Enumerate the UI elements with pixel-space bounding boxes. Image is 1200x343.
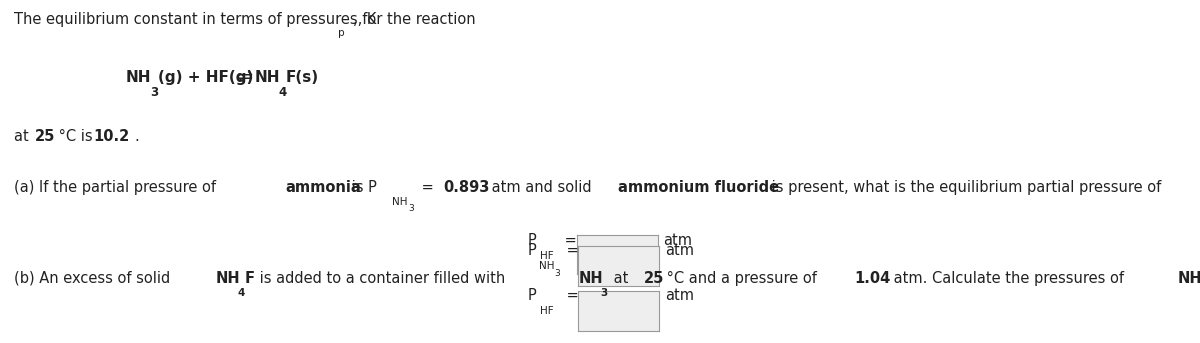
Text: =: = bbox=[560, 233, 577, 248]
Text: , for the reaction: , for the reaction bbox=[353, 12, 475, 27]
Text: 4: 4 bbox=[238, 288, 245, 298]
Text: atm and solid: atm and solid bbox=[487, 180, 596, 195]
Text: atm. Calculate the pressures of: atm. Calculate the pressures of bbox=[889, 271, 1129, 286]
Text: 0.893: 0.893 bbox=[443, 180, 490, 195]
Text: P: P bbox=[528, 288, 536, 303]
Text: 3: 3 bbox=[554, 269, 560, 277]
Text: at: at bbox=[14, 129, 34, 144]
Text: °C is: °C is bbox=[54, 129, 97, 144]
Text: 3: 3 bbox=[409, 204, 414, 213]
Text: atm: atm bbox=[665, 243, 694, 258]
Text: 10.2: 10.2 bbox=[94, 129, 130, 144]
Text: The equilibrium constant in terms of pressures, K: The equilibrium constant in terms of pre… bbox=[14, 12, 377, 27]
Text: 25: 25 bbox=[644, 271, 665, 286]
Text: (a) If the partial pressure of: (a) If the partial pressure of bbox=[14, 180, 221, 195]
Text: p: p bbox=[338, 28, 346, 38]
Text: F(s): F(s) bbox=[286, 70, 319, 85]
Text: NH: NH bbox=[392, 197, 407, 207]
Text: is added to a container filled with: is added to a container filled with bbox=[256, 271, 510, 286]
Text: is P: is P bbox=[347, 180, 377, 195]
Text: =: = bbox=[418, 180, 438, 195]
Text: (g) + HF(g): (g) + HF(g) bbox=[158, 70, 253, 85]
Text: ⇌: ⇌ bbox=[238, 68, 253, 86]
Text: (b) An excess of solid: (b) An excess of solid bbox=[14, 271, 175, 286]
Text: NH: NH bbox=[539, 261, 554, 271]
Text: F: F bbox=[245, 271, 254, 286]
Text: 3: 3 bbox=[150, 86, 158, 99]
Text: NH: NH bbox=[126, 70, 151, 85]
Text: atm: atm bbox=[664, 233, 692, 248]
Text: HF: HF bbox=[540, 306, 553, 316]
Text: 4: 4 bbox=[278, 86, 287, 99]
Text: is present, what is the equilibrium partial pressure of: is present, what is the equilibrium part… bbox=[767, 180, 1166, 195]
Text: NH: NH bbox=[254, 70, 280, 85]
Text: P: P bbox=[528, 243, 536, 258]
Text: 3: 3 bbox=[601, 288, 608, 298]
Text: P: P bbox=[528, 233, 536, 248]
Text: =: = bbox=[562, 243, 578, 258]
Text: NH: NH bbox=[1177, 271, 1200, 286]
Text: °C and a pressure of: °C and a pressure of bbox=[661, 271, 821, 286]
Text: 1.04: 1.04 bbox=[854, 271, 890, 286]
Text: NH: NH bbox=[580, 271, 604, 286]
Text: at: at bbox=[610, 271, 634, 286]
Text: ammonium fluoride: ammonium fluoride bbox=[618, 180, 780, 195]
Text: atm: atm bbox=[665, 288, 694, 303]
Text: =: = bbox=[562, 288, 578, 303]
Text: ammonia: ammonia bbox=[286, 180, 361, 195]
Text: 25: 25 bbox=[35, 129, 55, 144]
Text: HF: HF bbox=[540, 251, 553, 261]
Text: NH: NH bbox=[216, 271, 240, 286]
Text: .: . bbox=[134, 129, 139, 144]
